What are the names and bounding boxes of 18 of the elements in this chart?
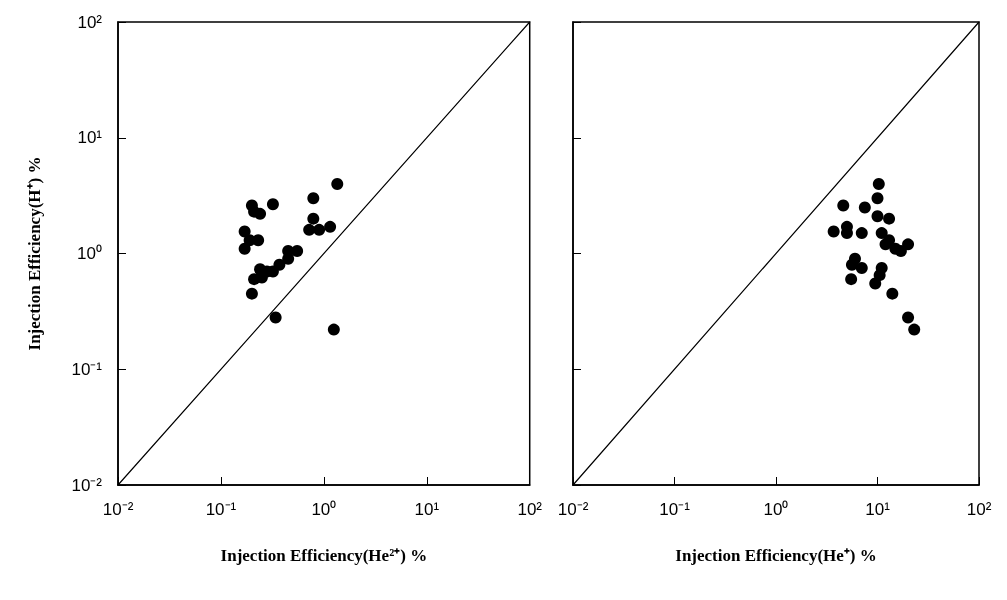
- x-tick-label: 10²: [966, 500, 992, 519]
- y-tick-label: 10⁻¹: [71, 359, 103, 379]
- x-tick-label: 10⁰: [311, 500, 337, 519]
- x-tick-label: 10⁻²: [102, 500, 134, 519]
- x-axis-title: Injection Efficiency(He⁺) %: [675, 546, 877, 565]
- y-tick-label: 10⁻²: [71, 475, 103, 495]
- y-tick-label: 10⁰: [77, 244, 102, 263]
- y-tick-label: 10²: [77, 12, 103, 32]
- y-axis-title: Injection Efficiency(H⁺) %: [25, 156, 44, 351]
- x-tick-label: 10⁻¹: [205, 500, 237, 519]
- x-axis-title: Injection Efficiency(He²⁺) %: [220, 546, 428, 565]
- x-tick-label: 10⁻¹: [659, 500, 691, 519]
- y-tick-label: 10¹: [77, 128, 103, 148]
- x-tick-label: 10²: [517, 500, 543, 519]
- x-tick-label: 10⁻²: [557, 500, 589, 519]
- x-tick-label: 10¹: [865, 500, 891, 519]
- x-tick-label: 10¹: [414, 500, 440, 519]
- x-tick-label: 10⁰: [763, 500, 789, 519]
